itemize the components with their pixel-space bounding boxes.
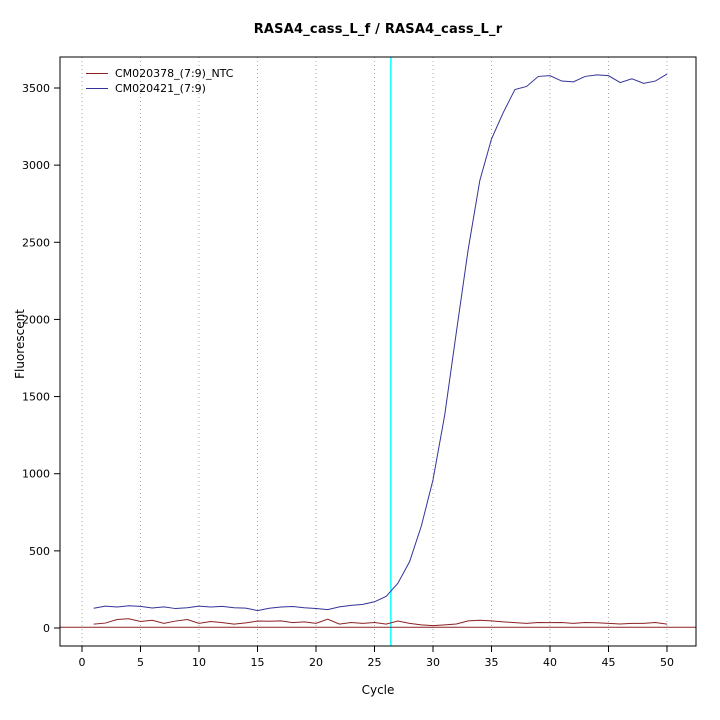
series-line-0 bbox=[93, 618, 668, 627]
y-tick-label: 1000 bbox=[22, 468, 50, 481]
x-axis-label: Cycle bbox=[361, 683, 395, 697]
x-tick-label: 15 bbox=[251, 656, 265, 669]
y-tick-label: 3000 bbox=[22, 159, 50, 172]
plot-border bbox=[59, 56, 697, 647]
y-tick-label: 1500 bbox=[22, 391, 50, 404]
x-tick-label: 10 bbox=[192, 656, 206, 669]
y-tick-label: 500 bbox=[29, 545, 50, 558]
legend-entry-sample: CM020421_(7:9) bbox=[86, 81, 233, 96]
y-tick-label: 2000 bbox=[22, 313, 50, 326]
x-tick-label: 45 bbox=[602, 656, 616, 669]
ntc-line-swatch bbox=[86, 73, 108, 74]
legend-entry-ntc: CM020378_(7:9)_NTC bbox=[86, 66, 233, 81]
y-axis-label: Fluorescent bbox=[13, 309, 27, 379]
x-tick-label: 30 bbox=[426, 656, 440, 669]
x-tick-label: 0 bbox=[79, 656, 86, 669]
y-tick-label: 0 bbox=[43, 622, 50, 635]
chart-title: RASA4_cass_L_f / RASA4_cass_L_r bbox=[253, 22, 503, 37]
x-tick-label: 5 bbox=[137, 656, 144, 669]
x-tick-label: 20 bbox=[309, 656, 323, 669]
series-line-1 bbox=[93, 73, 668, 612]
x-tick-label: 40 bbox=[543, 656, 557, 669]
y-tick-label: 2500 bbox=[22, 236, 50, 249]
x-tick-label: 25 bbox=[368, 656, 382, 669]
legend-label-ntc: CM020378_(7:9)_NTC bbox=[115, 67, 234, 80]
x-tick-label: 35 bbox=[485, 656, 499, 669]
legend: CM020378_(7:9)_NTC CM020421_(7:9) bbox=[86, 66, 233, 96]
y-tick-label: 3500 bbox=[22, 82, 50, 95]
x-tick-label: 50 bbox=[660, 656, 674, 669]
legend-label-sample: CM020421_(7:9) bbox=[115, 82, 206, 95]
sample-line-swatch bbox=[86, 88, 108, 89]
